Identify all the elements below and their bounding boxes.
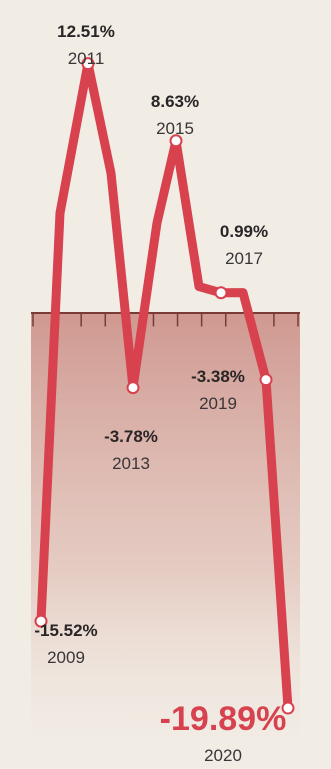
- year-label-2017: 2017: [225, 249, 263, 268]
- value-label-2011: 12.51%: [57, 22, 115, 41]
- year-label-2019: 2019: [199, 394, 237, 413]
- data-point-2011: [81, 57, 95, 71]
- year-label-2020: 2020: [204, 746, 242, 765]
- value-label-2013: -3.78%: [104, 427, 158, 446]
- data-point-2009: [34, 614, 48, 628]
- data-point-2013: [126, 381, 140, 395]
- data-markers: [34, 57, 295, 715]
- value-label-2015: 8.63%: [151, 92, 199, 111]
- year-label-2009: 2009: [47, 648, 85, 667]
- series-line: [36, 59, 293, 713]
- value-label-2009: -15.52%: [34, 621, 97, 640]
- year-label-2015: 2015: [156, 119, 194, 138]
- year-label-2011: 2011: [68, 49, 105, 68]
- value-label-2019: -3.38%: [191, 367, 245, 386]
- data-labels: 12.51% 2011 8.63% 2015 0.99% 2017 -3.78% 2013 -3…: [34, 22, 286, 765]
- value-label-2017: 0.99%: [220, 222, 268, 241]
- data-point-2017: [214, 286, 228, 300]
- data-point-2020: [281, 701, 295, 715]
- data-point-2019: [259, 373, 273, 387]
- value-label-2020: -19.89%: [160, 700, 287, 738]
- negative-area-band: [31, 313, 300, 753]
- year-label-2013: 2013: [112, 454, 150, 473]
- data-point-2015: [169, 134, 183, 148]
